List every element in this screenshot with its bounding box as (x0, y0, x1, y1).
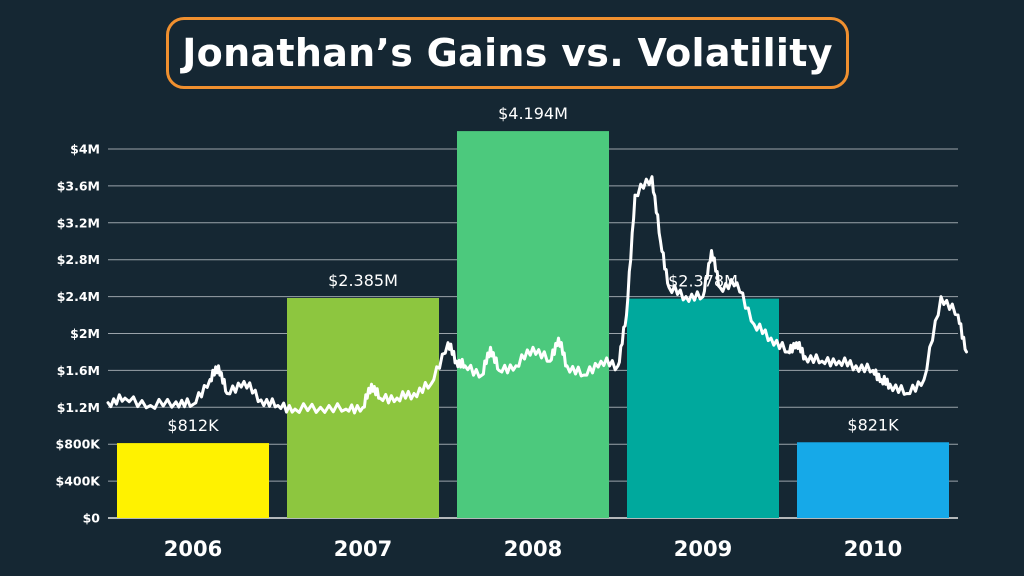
category-labels: 2006 2007 2008 2009 2010 (164, 537, 902, 561)
y-tick-labels: $0 $400K $800K $1.2M $1.6M $2M $2.4M $2.8M $3.2M… (56, 142, 102, 526)
data-label: $4.194M (498, 104, 568, 123)
y-tick-label: $3.2M (57, 215, 100, 230)
y-tick-label: $800K (56, 437, 102, 452)
bar (117, 443, 269, 518)
chart-title: Jonathan’s Gains vs. Volatility (166, 17, 849, 89)
y-tick-label: $400K (56, 474, 102, 489)
category-label: 2010 (844, 537, 902, 561)
bar (457, 131, 609, 518)
category-label: 2007 (334, 537, 392, 561)
y-tick-label: $2M (70, 326, 100, 341)
data-label: $2.378M (668, 272, 738, 291)
category-label: 2008 (504, 537, 562, 561)
bars-layer (117, 131, 949, 518)
data-labels: $812K $2.385M $4.194M $2.378M $821K (167, 104, 899, 435)
data-label: $812K (167, 416, 219, 435)
y-tick-label: $1.2M (57, 400, 100, 415)
y-tick-label: $0 (83, 511, 101, 526)
category-label: 2006 (164, 537, 222, 561)
data-label: $2.385M (328, 271, 398, 290)
data-label: $821K (847, 415, 899, 434)
category-label: 2009 (674, 537, 732, 561)
volatility-line (106, 175, 968, 415)
y-tick-label: $1.6M (57, 363, 100, 378)
volatility-layer (106, 175, 968, 415)
y-tick-label: $3.6M (57, 178, 100, 193)
y-tick-label: $4M (70, 142, 100, 157)
y-tick-label: $2.4M (57, 289, 100, 304)
bar (627, 298, 779, 518)
y-tick-label: $2.8M (57, 252, 100, 267)
bar (797, 442, 949, 518)
